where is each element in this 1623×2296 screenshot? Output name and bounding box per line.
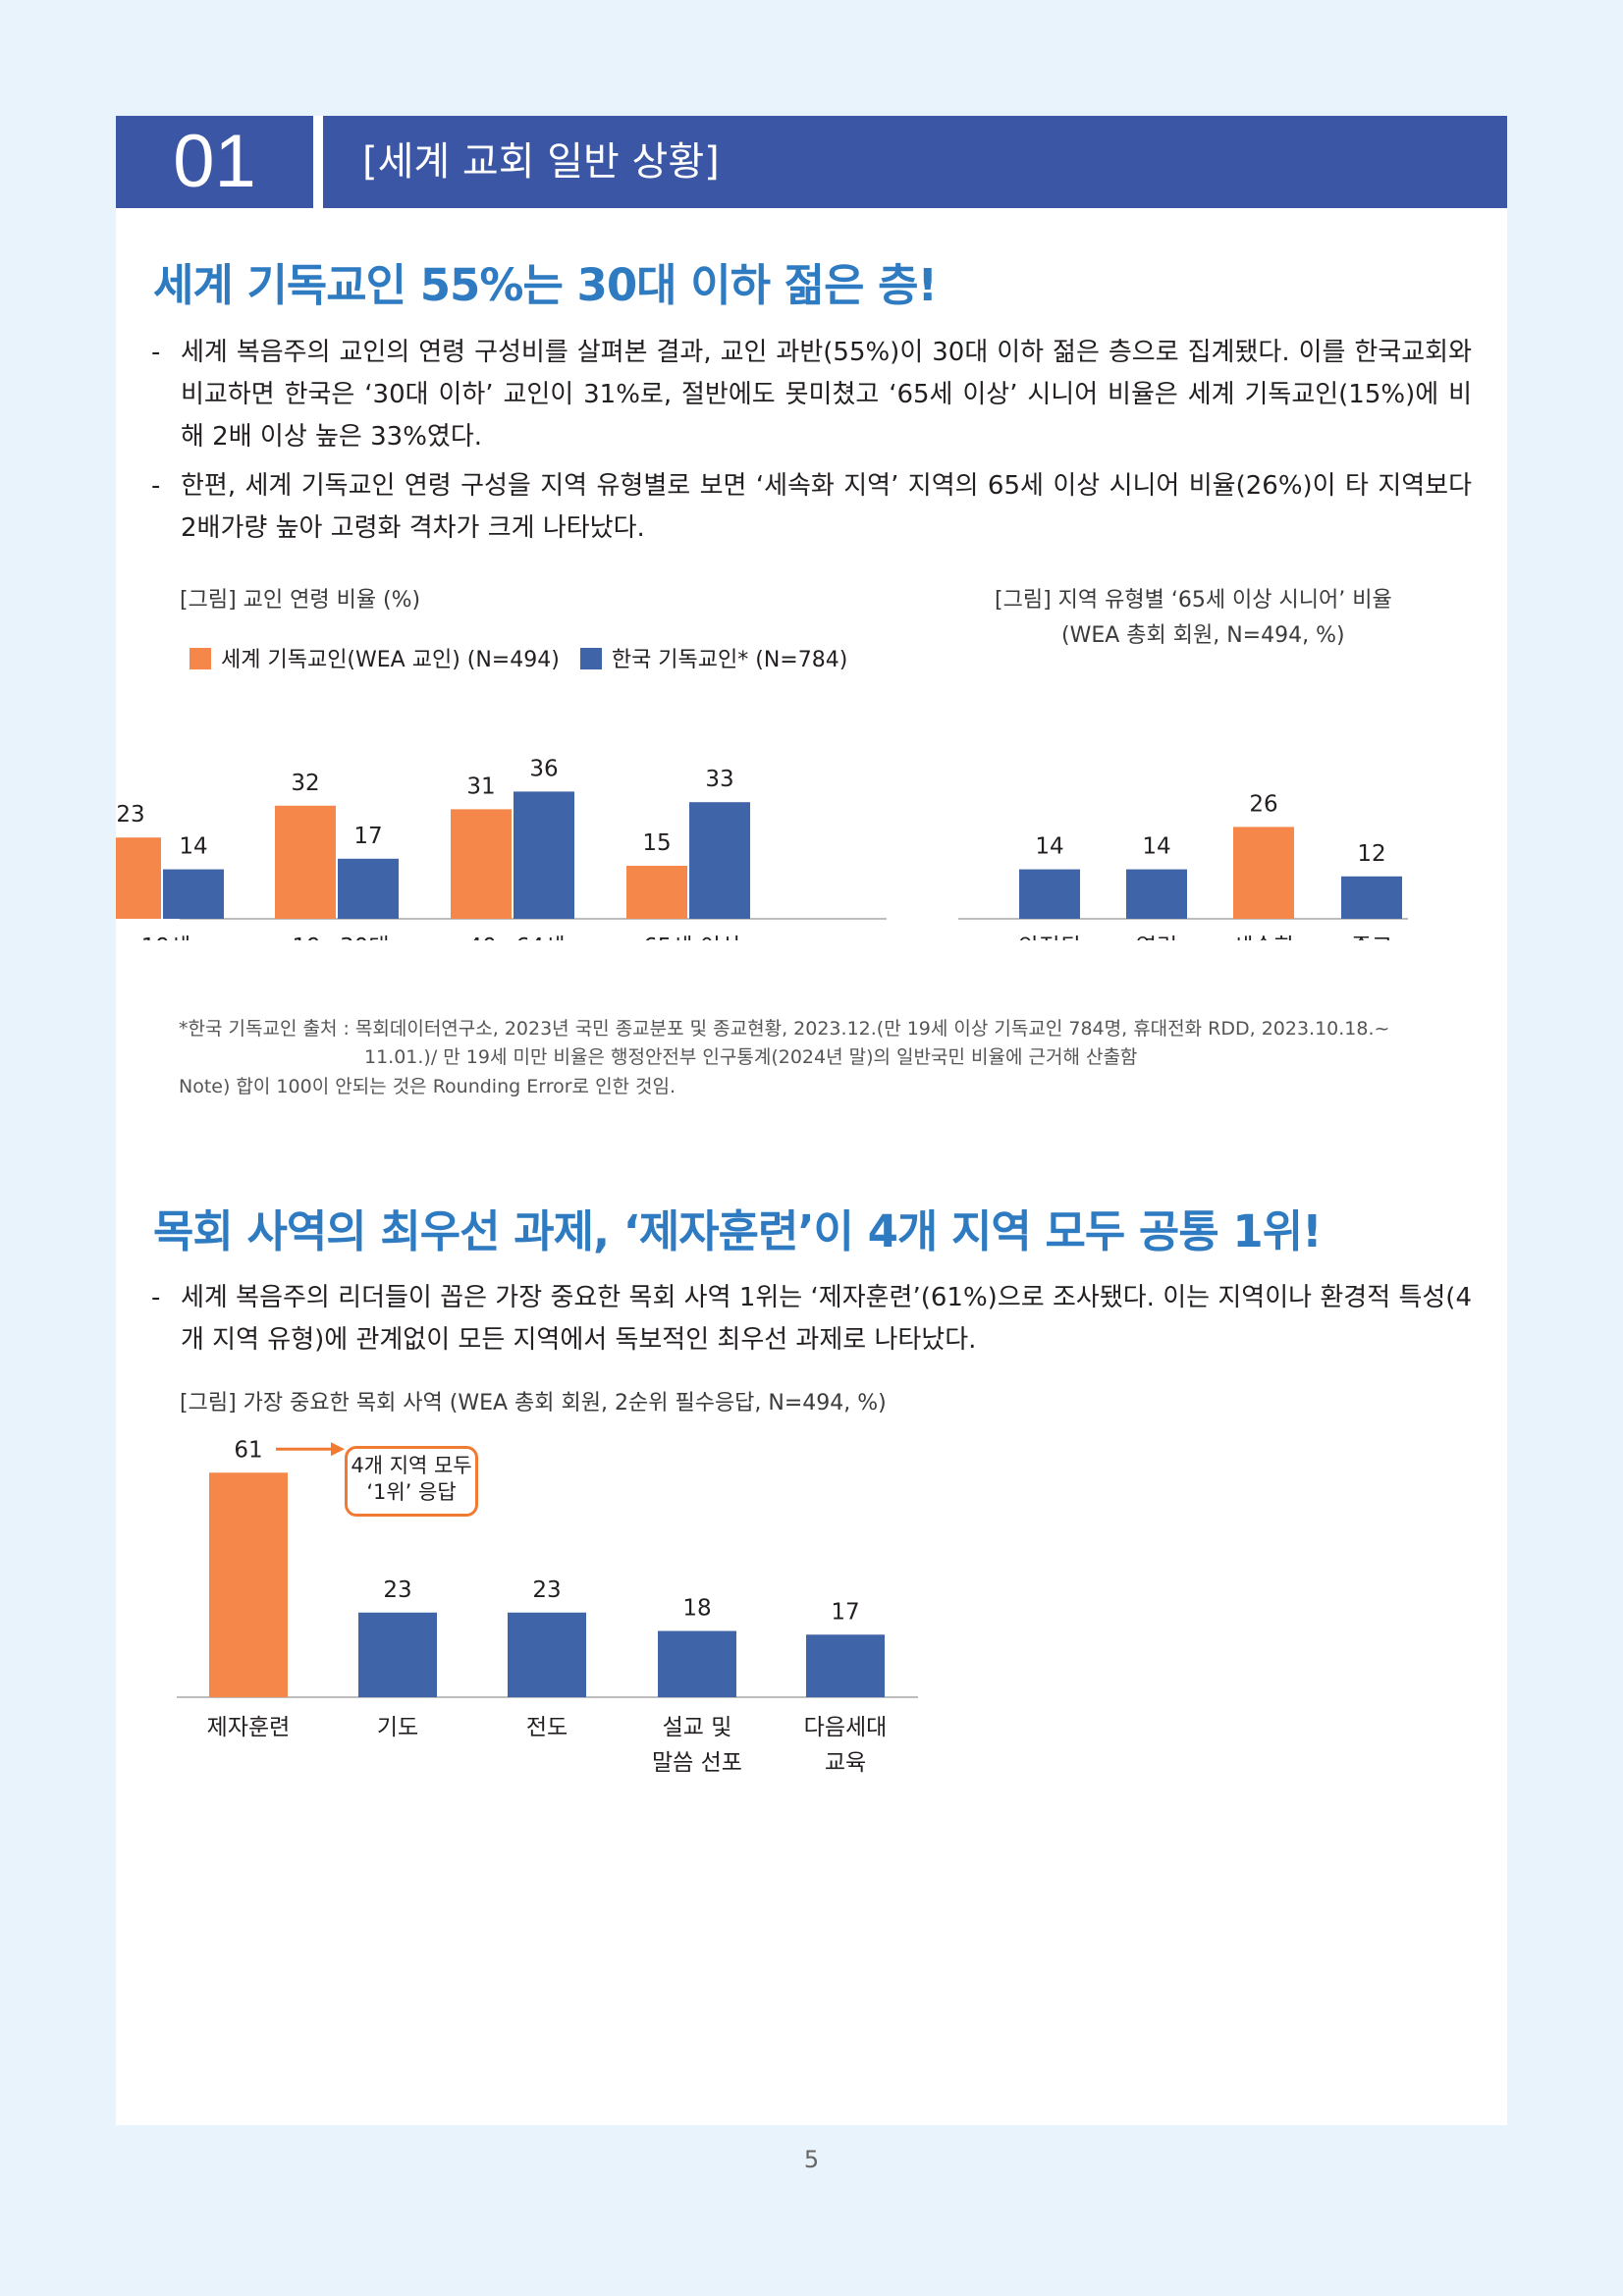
legend-label-world: 세계 기독교인(WEA 교인) (N=494) [221,648,560,672]
bar-korea [163,869,224,919]
bullet-paragraph-1: - 세계 복음주의 교인의 연령 구성비를 살펴본 결과, 교인 과반(55%)… [151,332,1472,458]
data-label: 18 [682,1596,711,1622]
arrow-head-icon [331,1442,345,1457]
callout-box: 4개 지역 모두 ‘1위’ 응답 [345,1446,478,1517]
bullet-text: 세계 복음주의 교인의 연령 구성비를 살펴본 결과, 교인 과반(55%)이 … [181,338,1472,452]
legend-swatch-orange [189,648,211,669]
page-sheet: 01 [세계 교회 일반 상황] 세계 기독교인 55%는 30대 이하 젊은 … [116,116,1507,2125]
category-label: 열린 [1136,934,1177,940]
category-label: 설교 및 [663,1715,732,1740]
chart1-legend: 세계 기독교인(WEA 교인) (N=494) 한국 기독교인* (N=784) [189,642,861,673]
callout-line2: ‘1위’ 응답 [366,1480,457,1504]
data-label: 17 [353,824,382,849]
category-label: 19세 [141,934,190,940]
data-label: 14 [1035,834,1063,860]
data-label: 33 [705,767,733,792]
bullet-paragraph-3: - 세계 복음주의 리더들이 꼽은 가장 중요한 목회 사역 1위는 ‘제자훈련… [151,1277,1472,1362]
category-label: 19~30대 [293,934,390,940]
data-label: 23 [383,1577,411,1603]
chart-age-ratio: 233231151417363319세미만19~30대청년40~64세장년65세… [116,756,887,940]
bar-world [626,866,687,919]
bullet-dash: - [151,338,161,367]
bar [1019,869,1080,919]
chart2-caption-line1: [그림] 지역 유형별 ‘65세 이상 시니어’ 비율 [995,588,1392,613]
bar [806,1634,885,1697]
bullet-text: 세계 복음주의 리더들이 꼽은 가장 중요한 목회 사역 1위는 ‘제자훈련’(… [181,1283,1472,1355]
note-source-line1: *한국 기독교인 출처 : 목회데이터연구소, 2023년 국민 종교분포 및 … [179,1018,1390,1040]
chart1-caption: [그림] 교인 연령 비율 (%) [180,588,421,613]
bar [508,1612,586,1697]
category-label: 안정된 [1018,934,1080,940]
section-title: [세계 교회 일반 상황] [323,116,1507,208]
legend-label-korea: 한국 기독교인* (N=784) [611,648,848,672]
note-source-line2: 11.01.)/ 만 19세 미만 비율은 행정안전부 인구통계(2024년 말… [364,1046,1138,1068]
bar-world [275,805,336,919]
bar [1233,827,1294,919]
data-label: 15 [642,830,671,856]
chart-senior-by-region: 14142612안정된정체지역열린선교지세속화지역종교박해지역 [958,791,1408,940]
category-label: 제자훈련 [207,1715,291,1740]
data-label: 14 [179,834,207,860]
category-label: 종교 [1351,934,1392,940]
category-label: 기도 [377,1715,418,1740]
chart3-caption: [그림] 가장 중요한 목회 사역 (WEA 총회 회원, 2순위 필수응답, … [180,1391,887,1415]
bar [1341,876,1402,919]
data-label: 12 [1357,841,1385,867]
data-label: 31 [466,774,495,799]
bullet-dash: - [151,1283,161,1312]
data-label: 26 [1249,791,1277,817]
category-label: 교육 [825,1750,866,1776]
note-rounding: Note) 합이 100이 안되는 것은 Rounding Error로 인한 … [179,1076,676,1097]
data-label: 23 [116,802,144,828]
bar [358,1612,437,1697]
headline-age-ratio: 세계 기독교인 55%는 30대 이하 젊은 층! [153,259,938,311]
bar-world [116,837,161,919]
bullet-dash: - [151,471,161,501]
category-label: 말씀 선포 [652,1750,742,1776]
category-label: 65세 이상 [643,934,741,940]
chart2-caption-line2: (WEA 총회 회원, N=494, %) [1061,623,1345,648]
bar [1126,869,1187,919]
bar-korea [689,802,750,919]
bar-korea [514,791,574,919]
page-number: 5 [803,2146,820,2173]
legend-item-world: 세계 기독교인(WEA 교인) (N=494) [189,648,560,672]
category-label: 40~64세 [468,934,566,940]
data-label: 61 [234,1437,262,1463]
data-label: 17 [831,1599,859,1625]
bar-world [451,809,512,919]
bar [658,1630,736,1697]
header-divider [313,116,323,208]
category-label: 다음세대 [804,1715,888,1740]
callout-line1: 4개 지역 모두 [351,1454,472,1477]
data-label: 32 [291,771,319,796]
data-label: 36 [529,756,558,781]
section-header: 01 [세계 교회 일반 상황] [116,116,1507,208]
data-label: 23 [532,1577,561,1603]
legend-swatch-blue [579,648,602,669]
bullet-text: 한편, 세계 기독교인 연령 구성을 지역 유형별로 보면 ‘세속화 지역’ 지… [181,471,1472,543]
headline-ministry-priority: 목회 사역의 최우선 과제, ‘제자훈련’이 4개 지역 모두 공통 1위! [153,1205,1323,1257]
data-label: 14 [1142,834,1170,860]
section-number: 01 [116,116,313,208]
legend-item-korea: 한국 기독교인* (N=784) [579,648,848,672]
bar-korea [338,858,399,919]
category-label: 전도 [526,1715,568,1740]
bar [209,1472,288,1697]
bullet-paragraph-2: - 한편, 세계 기독교인 연령 구성을 지역 유형별로 보면 ‘세속화 지역’… [151,465,1472,550]
category-label: 세속화 [1232,934,1294,940]
